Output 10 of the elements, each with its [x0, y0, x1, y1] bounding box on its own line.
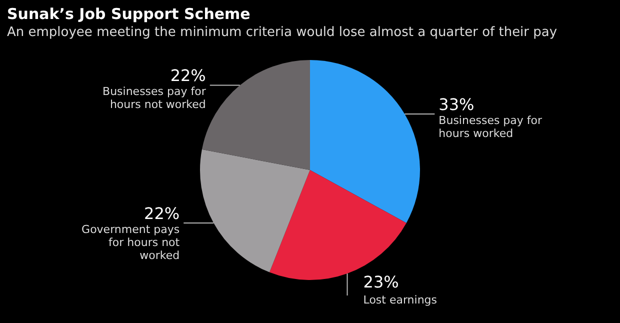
slice-label: Businesses pay for hours worked — [438, 114, 543, 140]
chart-subtitle: An employee meeting the minimum criteria would lose almost a quarter of their pay — [7, 25, 558, 40]
chart-title: Sunak’s Job Support Scheme — [7, 5, 250, 23]
data-label: 22% — [170, 66, 206, 86]
data-label: 33% — [438, 95, 474, 114]
data-label: 22% — [144, 204, 180, 223]
slice-label: Government pays for hours not worked — [82, 222, 180, 262]
slice-label: Businesses pay for hours not worked — [102, 85, 206, 112]
data-label: 23% — [363, 272, 399, 292]
slice-label: Lost earnings — [363, 293, 438, 306]
